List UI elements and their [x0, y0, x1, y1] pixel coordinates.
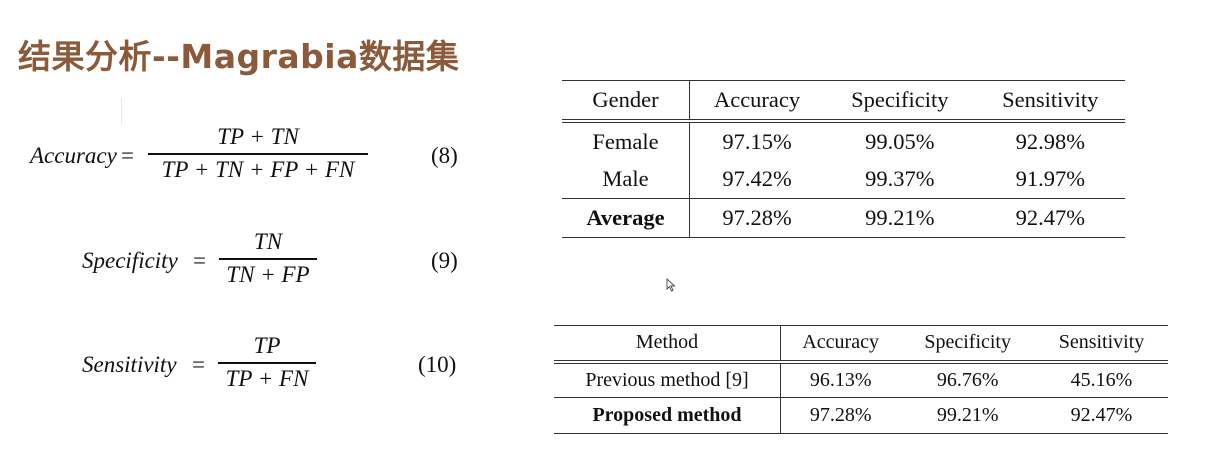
- table-cell: Male: [562, 159, 690, 199]
- table-cell: 45.16%: [1070, 368, 1133, 391]
- table-cell: Female: [562, 120, 690, 160]
- fraction-bar: [219, 258, 317, 260]
- equation-number: (10): [418, 352, 457, 377]
- table-cell: 97.28%: [689, 198, 825, 238]
- table-row: Female 97.15% 99.05% 92.98%: [562, 120, 1125, 160]
- column-header: Accuracy: [780, 325, 901, 364]
- column-header: Sensitivity: [975, 80, 1125, 123]
- equals-sign: =: [121, 143, 134, 168]
- fraction: TP TP + FN: [218, 333, 316, 392]
- table-header-row: Method Accuracy Specificity Sensitivity: [554, 325, 1168, 364]
- method-comparison-table: Method Accuracy Specificity Sensitivity …: [554, 325, 1168, 434]
- fraction-bar: [218, 362, 316, 364]
- table-cell: 91.97%: [1015, 165, 1085, 191]
- table-cell: 99.05%: [865, 129, 935, 154]
- table-cell: Average: [562, 198, 690, 238]
- table-row: Male 97.42% 99.37% 91.97%: [562, 159, 1125, 199]
- fraction: TN TN + FP: [219, 229, 317, 288]
- column-header: Method: [554, 325, 781, 364]
- equation-lhs: Sensitivity: [82, 352, 177, 377]
- table-cell: 92.98%: [1015, 129, 1085, 154]
- table-cell: Proposed method: [554, 397, 781, 434]
- column-header: Sensitivity: [1034, 325, 1168, 364]
- table-cell: 99.21%: [824, 198, 976, 238]
- fraction: TP + TN TP + TN + FP + FN: [148, 124, 368, 183]
- table-row: Previous method [9] 96.13% 96.76% 45.16%: [554, 361, 1168, 398]
- table-row: Proposed method 97.28% 99.21% 92.47%: [554, 397, 1168, 434]
- column-header: Accuracy: [689, 80, 825, 123]
- table-cell: 92.47%: [975, 198, 1125, 238]
- mouse-cursor-icon: [666, 278, 676, 292]
- numerator: TP: [253, 333, 281, 358]
- equation-number: (8): [431, 143, 458, 168]
- equation-lhs: Specificity: [82, 248, 178, 273]
- denominator: TP + FN: [225, 365, 309, 391]
- column-header: Specificity: [824, 80, 976, 123]
- table-cell: 96.13%: [809, 368, 872, 391]
- slide-title: 结果分析--Magrabia数据集: [18, 37, 460, 76]
- table-cell: Previous method [9]: [554, 361, 781, 398]
- column-header: Specificity: [900, 325, 1035, 364]
- equation-number: (9): [431, 248, 458, 273]
- column-header: Gender: [562, 80, 690, 123]
- table-cell: 92.47%: [1034, 397, 1168, 434]
- equation-lhs: Accuracy: [30, 143, 117, 168]
- table-cell: 97.42%: [722, 165, 792, 191]
- table-cell: 96.76%: [936, 368, 999, 391]
- table-cell: 99.21%: [900, 397, 1035, 434]
- numerator: TN: [253, 229, 283, 254]
- table-row: Average 97.28% 99.21% 92.47%: [562, 198, 1125, 238]
- gender-results-table: Gender Accuracy Specificity Sensitivity …: [562, 80, 1125, 238]
- fraction-bar: [148, 153, 368, 155]
- equals-sign: =: [193, 248, 206, 273]
- table-cell: 97.15%: [722, 129, 792, 154]
- table-header-row: Gender Accuracy Specificity Sensitivity: [562, 80, 1125, 123]
- table-cell: 99.37%: [865, 165, 935, 191]
- equals-sign: =: [192, 352, 205, 377]
- divider: [121, 98, 122, 124]
- denominator: TP + TN + FP + FN: [161, 156, 355, 182]
- numerator: TP + TN: [217, 124, 299, 149]
- table-cell: 97.28%: [780, 397, 901, 434]
- denominator: TN + FP: [226, 261, 310, 287]
